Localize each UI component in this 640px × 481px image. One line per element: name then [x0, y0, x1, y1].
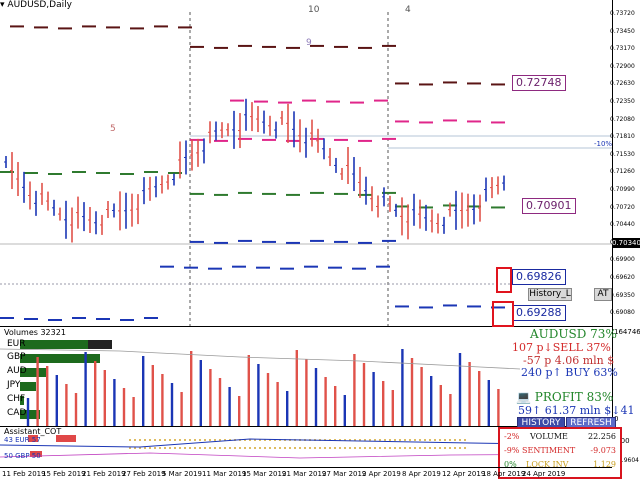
date-tick-label: 5 Mar 2019 — [162, 470, 202, 478]
price-chart-svg — [0, 12, 612, 326]
laptop-icon: 💻 — [516, 390, 531, 404]
date-tick-label: 11 Mar 2019 — [202, 470, 247, 478]
price-tick-label: 0.69350 — [610, 291, 635, 299]
title-triangle-icon: ▾ — [0, 0, 5, 10]
currency-bar-gbp — [20, 354, 100, 363]
price-tick-label: 0.70440 — [610, 221, 635, 229]
lock-pct: 0% — [504, 460, 517, 469]
cot-bar-red — [56, 435, 76, 442]
price-tick-label: 0.73720 — [610, 10, 635, 17]
percent-label: -10% — [594, 140, 613, 148]
price-tick-label: 0.71810 — [610, 133, 635, 141]
currency-bar-aud — [20, 368, 48, 377]
wave-label-9: 9 — [306, 38, 312, 48]
period-label-right: 4 — [405, 5, 411, 15]
assistant-row-eur: 43 EUR 57 — [4, 436, 41, 444]
price-tick-label: 0.72630 — [610, 80, 635, 88]
price-tick-label: 0.73450 — [610, 27, 635, 35]
date-tick-label: 2 Apr 2019 — [362, 470, 401, 478]
date-tick-label: 18 Apr 2019 — [482, 470, 526, 478]
date-tick-label: 27 Feb 2019 — [122, 470, 166, 478]
stat-profit: 💻 PROFIT 83% — [516, 390, 613, 404]
price-tick-label: 0.72350 — [610, 98, 635, 105]
volumes-axis-top: 164746 — [614, 328, 640, 336]
cot-line-blue — [0, 438, 601, 448]
date-tick-label: 12 Apr 2019 — [442, 470, 486, 478]
price-tick-label: 0.69080 — [610, 309, 635, 317]
currency-label-gbp: GBP — [7, 352, 26, 362]
price-tick-label: 0.73170 — [610, 45, 635, 53]
currency-bar-jpy — [20, 382, 36, 391]
price-tick-label: 0.71260 — [610, 168, 635, 176]
sentiment-pct: -9% — [504, 446, 520, 455]
window-title: ▾ AUDUSD,Daily — [0, 0, 640, 10]
currency-label-eur: EUR — [7, 339, 26, 349]
volume-value: 22.256 — [588, 432, 616, 441]
price-flag-upper: 0.72748 — [512, 75, 566, 91]
cot-bar-red — [28, 435, 38, 442]
date-tick-label: 24 Apr 2019 — [522, 470, 566, 478]
main-chart[interactable] — [0, 0, 613, 327]
price-flag-lower2: 0.69288 — [512, 305, 566, 321]
assistant-row-gbp: 50 GBP 50 — [4, 452, 41, 460]
date-tick-label: 8 Apr 2019 — [402, 470, 441, 478]
currency-label-aud: AUD — [7, 366, 27, 376]
date-tick-label: 27 Mar 2019 — [322, 470, 367, 478]
price-flag-mid: 0.70901 — [522, 198, 576, 214]
assistant-axis-bottom: -17.9604 — [612, 457, 639, 464]
price-tick-label: 0.69620 — [610, 274, 635, 281]
currency-bar-cad — [20, 410, 40, 419]
currency-label-cad: CAD — [7, 408, 27, 418]
date-tick-label: 21 Mar 2019 — [282, 470, 327, 478]
stat-pair: AUDUSD 73% — [530, 327, 617, 341]
currency-bar-chf — [20, 396, 24, 405]
wave-label-5: 5 — [110, 124, 116, 134]
volume-label: VOLUME — [530, 432, 568, 441]
price-tick-label: 0.72080 — [610, 115, 635, 123]
volume-pct: -2% — [504, 432, 520, 441]
lock-label: LOCK INV — [526, 460, 569, 469]
period-label-left: 10 — [308, 5, 320, 15]
volumes-svg — [0, 340, 521, 426]
currency-bar-eur — [20, 340, 112, 349]
price-tick-label: 0.71530 — [610, 150, 635, 158]
stat-p-text: -57 p 4.06 mln $ — [523, 354, 615, 367]
sentiment-label: SENTIMENT — [522, 446, 576, 455]
price-flag-lower1: 0.69826 — [512, 269, 566, 285]
window-title-text: AUDUSD,Daily — [7, 0, 72, 10]
currency-label-jpy: JPY — [7, 380, 21, 390]
price-tick-label: 0.72900 — [610, 62, 635, 70]
stat-profit-line: 59↑ 61.37 mln $↓41 — [518, 404, 635, 417]
price-tick-label: 0.70990 — [610, 186, 635, 193]
sentiment-value: -9.073 — [590, 446, 616, 455]
currency-label-chf: CHF — [7, 394, 26, 404]
stat-profit-text: PROFIT 83% — [534, 390, 614, 404]
date-axis: 11 Feb 2019 15 Feb 2019 21 Feb 2019 27 Feb … — [0, 467, 612, 481]
cot-bar-red — [30, 451, 42, 457]
date-tick-label: 21 Feb 2019 — [82, 470, 126, 478]
stat-buy: 240 p↑ BUY 63% — [521, 366, 618, 379]
history-small-button[interactable]: History_L — [528, 288, 572, 301]
assistant-title: Assistant_COT — [4, 427, 62, 436]
price-tick-label: 0.70720 — [610, 203, 635, 211]
volumes-axis-bottom: 0 — [614, 415, 619, 423]
date-tick-label: 11 Feb 2019 — [2, 470, 46, 478]
price-tick-label: 0.69900 — [610, 256, 635, 264]
stat-p-line: -57 p 4.06 mln $ — [523, 354, 614, 367]
highlight-box-1 — [496, 267, 512, 293]
date-tick-label: 15 Feb 2019 — [42, 470, 86, 478]
price-axis: 0.73720 0.73450 0.73170 0.72900 0.72630 0.723… — [610, 0, 640, 326]
current-price-tag: 0.70340 — [612, 238, 640, 248]
volume-ma-line — [0, 348, 521, 370]
currency-bar-eur-part — [88, 340, 112, 349]
volumes-title: Volumes 32321 — [4, 328, 66, 337]
at-button[interactable]: AT — [594, 288, 612, 301]
stat-sell: 107 p↓SELL 37% — [512, 341, 611, 354]
lock-value: 1.129 — [593, 460, 616, 469]
date-tick-label: 15 Mar 2019 — [242, 470, 287, 478]
summary-box: -2% VOLUME 22.256 -9% SENTIMENT -9.073 0… — [498, 427, 622, 479]
highlight-box-2 — [492, 301, 514, 327]
volumes-panel — [0, 327, 613, 427]
